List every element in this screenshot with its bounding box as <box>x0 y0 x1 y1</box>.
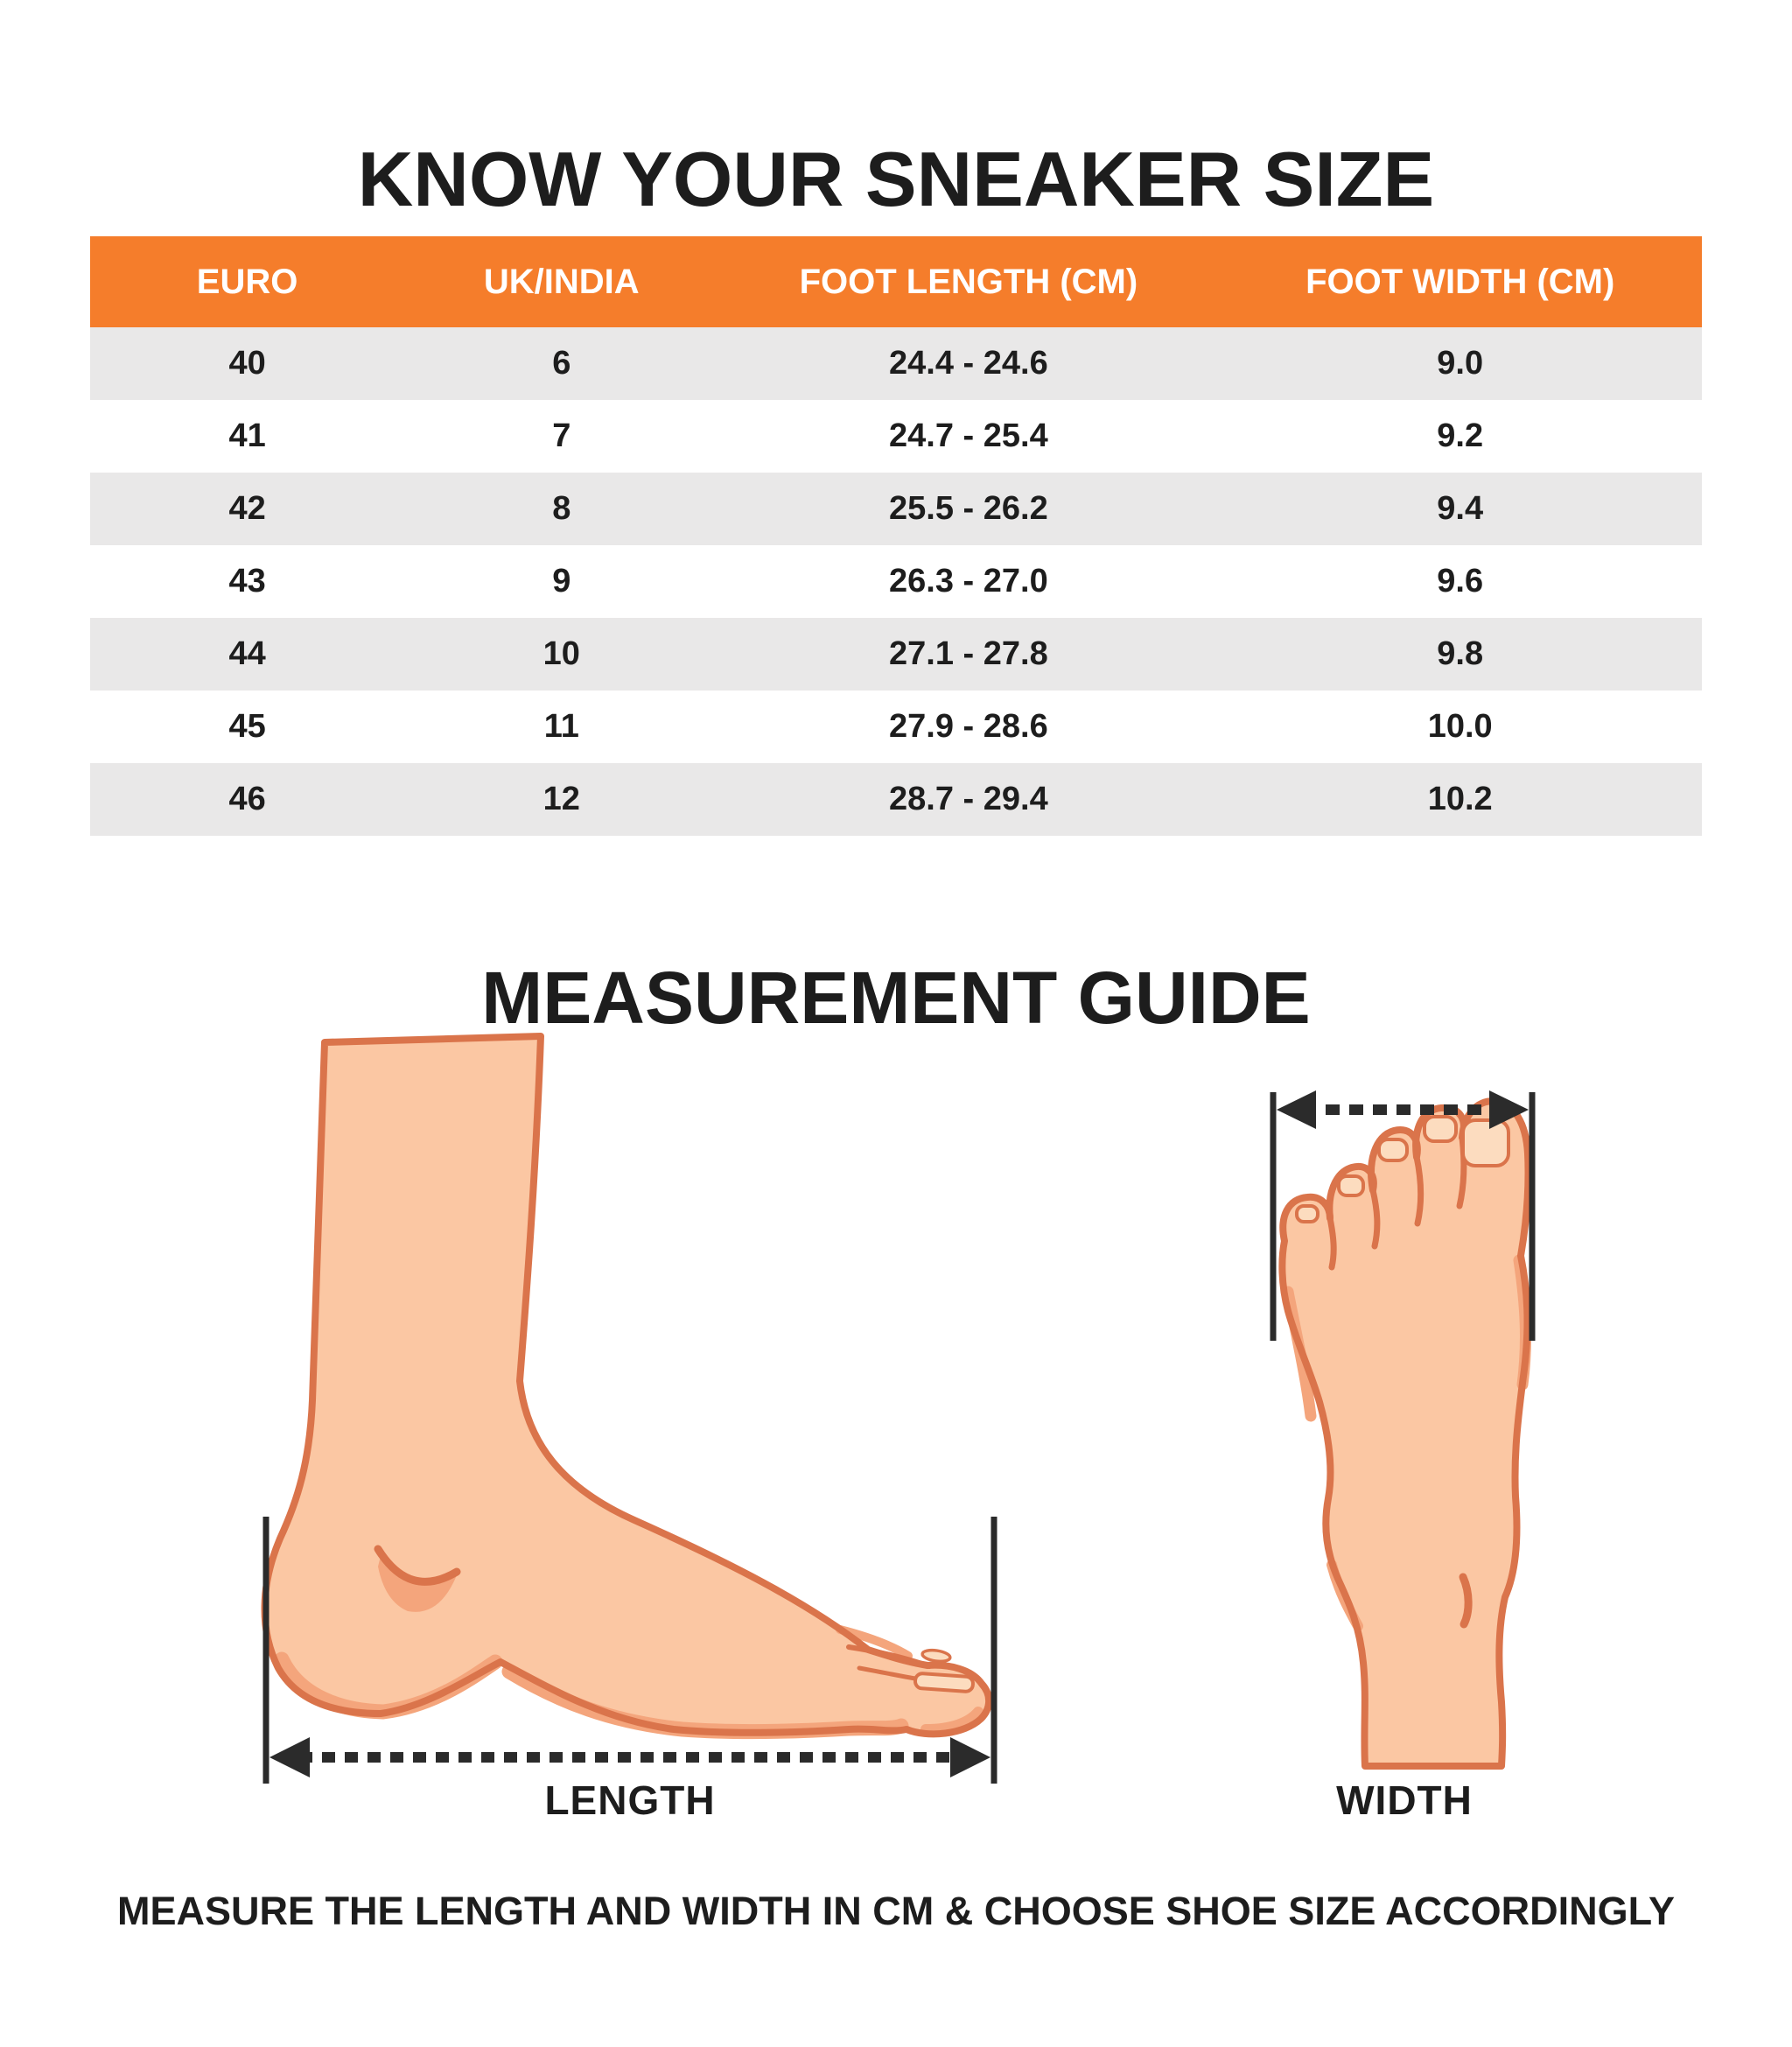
table-cell: 11 <box>543 708 579 745</box>
table-cell: 9.6 <box>1437 563 1484 599</box>
column-header: FOOT LENGTH (CM) <box>799 262 1138 301</box>
foot-side-view-illustration <box>261 1033 993 1740</box>
table-row: 40 6 24.4 - 24.6 9.0 <box>90 327 1702 400</box>
table-cell: 9.2 <box>1437 417 1484 454</box>
table-cell: 8 <box>552 490 571 527</box>
size-table-header: EURO UK/INDIA FOOT LENGTH (CM) FOOT WIDTH (… <box>90 236 1702 327</box>
table-cell: 25.5 - 26.2 <box>889 490 1048 527</box>
table-cell: 26.3 - 27.0 <box>889 563 1048 599</box>
length-dimension-arrow <box>262 1517 998 1784</box>
size-table-body: 40 6 24.4 - 24.6 9.0 41 7 24.7 - 25.4 9.2 42 8 25.… <box>90 327 1702 836</box>
ankle-bone-line <box>374 1545 461 1586</box>
width-label: WIDTH <box>1336 1777 1473 1823</box>
table-cell: 6 <box>552 345 571 382</box>
footer-note: MEASURE THE LENGTH AND WIDTH IN CM & CHO… <box>116 1889 1676 1933</box>
foot-top-shape <box>1278 1097 1532 1770</box>
table-cell: 24.4 - 24.6 <box>889 345 1048 382</box>
width-arrow-heads <box>1277 1090 1529 1129</box>
table-row: 42 8 25.5 - 26.2 9.4 <box>90 473 1702 545</box>
toenails-top <box>1295 1115 1510 1223</box>
toe-creases-top <box>1326 1134 1473 1629</box>
table-cell: 44 <box>228 635 266 672</box>
measurement-guide-title: MEASUREMENT GUIDE <box>481 956 1311 1039</box>
table-cell: 9.8 <box>1437 635 1484 672</box>
length-label: LENGTH <box>544 1777 716 1823</box>
table-cell: 27.1 - 27.8 <box>889 635 1048 672</box>
table-row: 46 12 28.7 - 29.4 10.2 <box>90 763 1702 836</box>
table-cell: 28.7 - 29.4 <box>889 781 1048 817</box>
width-dimension-arrow <box>1270 1090 1536 1341</box>
table-cell: 7 <box>552 417 571 454</box>
column-header: EURO <box>196 262 298 301</box>
header-row: EURO UK/INDIA FOOT LENGTH (CM) FOOT WIDTH (… <box>90 236 1702 327</box>
table-cell: 45 <box>228 708 266 745</box>
ankle-bone-shade <box>378 1553 457 1612</box>
table-cell: 10.2 <box>1427 781 1493 817</box>
table-cell: 46 <box>228 781 266 817</box>
table-cell: 9.0 <box>1437 345 1484 382</box>
table-cell: 42 <box>228 490 266 527</box>
length-arrow-lines <box>262 1517 998 1784</box>
table-cell: 43 <box>228 563 266 599</box>
table-cell: 41 <box>228 417 266 454</box>
table-cell: 12 <box>542 781 580 817</box>
table-row: 44 10 27.1 - 27.8 9.8 <box>90 618 1702 691</box>
size-chart-table: EURO UK/INDIA FOOT LENGTH (CM) FOOT WIDTH (… <box>90 236 1702 836</box>
table-cell: 24.7 - 25.4 <box>889 417 1048 454</box>
column-header: UK/INDIA <box>483 262 640 301</box>
foot-side-shape <box>261 1033 993 1740</box>
table-cell: 10 <box>542 635 580 672</box>
table-cell: 9.4 <box>1437 490 1484 527</box>
width-arrow-lines <box>1270 1092 1536 1341</box>
page-title: KNOW YOUR SNEAKER SIZE <box>357 135 1435 222</box>
toenails <box>913 1648 975 1693</box>
table-cell: 9 <box>552 563 571 599</box>
table-cell: 10.0 <box>1427 708 1493 745</box>
length-arrow-heads <box>270 1737 990 1777</box>
table-row: 45 11 27.9 - 28.6 10.0 <box>90 691 1702 763</box>
table-cell: 27.9 - 28.6 <box>889 708 1048 745</box>
table-row: 41 7 24.7 - 25.4 9.2 <box>90 400 1702 473</box>
column-header: FOOT WIDTH (CM) <box>1306 262 1615 301</box>
foot-top-view-illustration <box>1278 1097 1532 1770</box>
table-cell: 40 <box>228 345 266 382</box>
table-row: 43 9 26.3 - 27.0 9.6 <box>90 545 1702 618</box>
